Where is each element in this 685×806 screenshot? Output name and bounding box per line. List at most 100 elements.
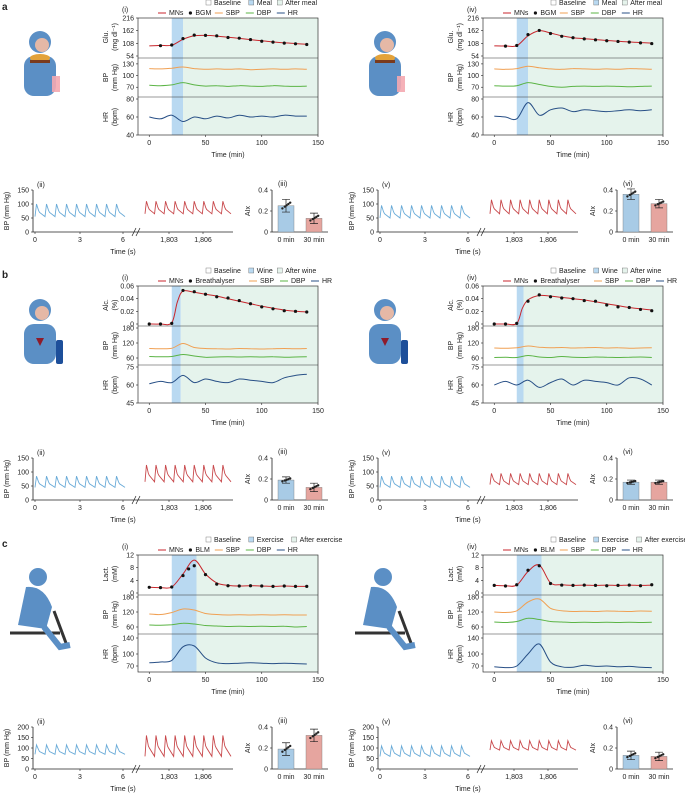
legend-event: Wine	[257, 268, 273, 275]
legend-sbp: SBP	[226, 547, 240, 554]
y-tick-label: 130	[122, 61, 134, 68]
y-tick-label: 216	[122, 16, 134, 23]
x-tick-label: 100	[256, 408, 268, 415]
alx-point	[311, 735, 314, 738]
y-unit: (bpm)	[112, 376, 119, 394]
bp-xtick-label: 1,803	[160, 774, 178, 781]
bp-ylabel: BP (mm Hg)	[4, 729, 11, 767]
alx-category-label: 0 min	[277, 237, 294, 244]
series-dbp-line	[149, 353, 307, 358]
axis-break-icon	[131, 495, 141, 505]
y-unit: (%)	[457, 300, 464, 311]
alx-bar	[622, 481, 640, 501]
alx-point	[309, 736, 312, 740]
alx-point	[281, 207, 284, 210]
x-tick-label: 50	[547, 140, 555, 147]
series-ref-point	[226, 584, 230, 588]
plot-frame	[137, 554, 319, 673]
y-tick-label: 54	[471, 54, 479, 61]
y-tick-label: 108	[467, 41, 479, 48]
legend-swatch-after	[622, 0, 628, 6]
y-label: Lact.	[103, 566, 110, 581]
y-tick-label: 12	[126, 553, 134, 560]
bp-trace-after	[489, 199, 577, 215]
legend-swatch-after	[291, 536, 297, 543]
bp-xtick-label: 3	[423, 774, 427, 781]
y-tick-label: 100	[467, 73, 479, 80]
series-ref-point	[293, 42, 298, 46]
bp-trace-before	[34, 743, 126, 755]
series-ref-point	[627, 305, 631, 310]
alx-point	[313, 216, 316, 220]
after-shading	[196, 555, 318, 672]
alx-tick-label: 0	[609, 498, 613, 505]
series-ref-point	[215, 582, 219, 586]
bp-xtick-label: 1,803	[160, 505, 178, 512]
legend-baseline: Baseline	[214, 268, 241, 275]
bp-trace-after	[144, 735, 232, 758]
alx-point	[315, 215, 318, 219]
bp-xtick-label: 6	[466, 774, 470, 781]
series-ref-point	[616, 39, 620, 44]
y-tick-label: 40	[126, 133, 134, 140]
series-ref-point	[593, 299, 598, 303]
panel-letter: b	[2, 270, 8, 281]
y-label: BP	[448, 341, 455, 351]
x-tick-label: 100	[256, 677, 268, 684]
x-tick-label: 100	[601, 677, 613, 684]
series-ref-point	[226, 35, 230, 40]
series-ref-point	[248, 37, 253, 42]
series-ref-point	[192, 33, 196, 37]
bp-tick-label: 100	[17, 202, 29, 209]
bp-xtick-label: 6	[466, 505, 470, 512]
axis-break-icon	[131, 227, 141, 237]
series-sbp-line	[494, 345, 652, 349]
x-tick-label: 0	[147, 677, 151, 684]
after-shading	[183, 18, 318, 135]
subpanel-label: (vi)	[623, 181, 633, 188]
alx-point	[317, 484, 320, 487]
bp-xlabel: Time (s)	[110, 517, 135, 524]
bp-xtick-label: 0	[33, 505, 37, 512]
alx-point	[662, 200, 665, 203]
legend-baseline: Baseline	[559, 268, 586, 275]
bp-ylabel: BP (mm Hg)	[4, 192, 11, 230]
alx-point	[660, 754, 663, 757]
alx-point	[634, 479, 637, 483]
legend-dbp: DBP	[257, 547, 272, 554]
series-ref-point	[271, 307, 275, 311]
series-ref-point	[627, 583, 631, 587]
y-tick-label: 4	[130, 578, 134, 585]
legend-swatch-baseline	[205, 267, 212, 274]
alx-tick-label: 0.2	[258, 477, 268, 484]
bp-ylabel: BP (mm Hg)	[349, 460, 356, 498]
alx-point	[658, 754, 661, 758]
legend-sbp: SBP	[226, 10, 240, 17]
after-shading	[528, 18, 663, 135]
x-label: Time (min)	[556, 152, 589, 159]
series-ref-point	[181, 288, 185, 293]
y-unit: (bpm)	[457, 645, 464, 663]
y-unit: (mM)	[457, 566, 464, 582]
legend-mns: MNs	[169, 278, 184, 285]
panel-letter: a	[2, 2, 8, 13]
series-dbp-line	[494, 354, 652, 359]
legend-dbp: DBP	[257, 10, 272, 17]
subpanel-label: (iv)	[467, 7, 477, 14]
alx-point	[281, 480, 284, 483]
series-ref-point	[237, 298, 241, 303]
alx-category-label: 30 min	[648, 774, 669, 781]
legend-sbp: SBP	[571, 10, 585, 17]
legend-ref-swatch	[188, 279, 192, 283]
bp-xtick-label: 0	[33, 774, 37, 781]
x-tick-label: 100	[256, 140, 268, 147]
series-ref-point	[537, 293, 541, 297]
legend-baseline: Baseline	[559, 0, 586, 7]
axis-break-icon	[476, 495, 486, 505]
y-unit: (mm Hg)	[457, 332, 464, 359]
subpanel-label: (i)	[122, 275, 128, 282]
alx-ylabel: AIx	[590, 473, 597, 484]
y-tick-label: 120	[122, 341, 134, 348]
burger-patty-icon	[375, 60, 395, 63]
